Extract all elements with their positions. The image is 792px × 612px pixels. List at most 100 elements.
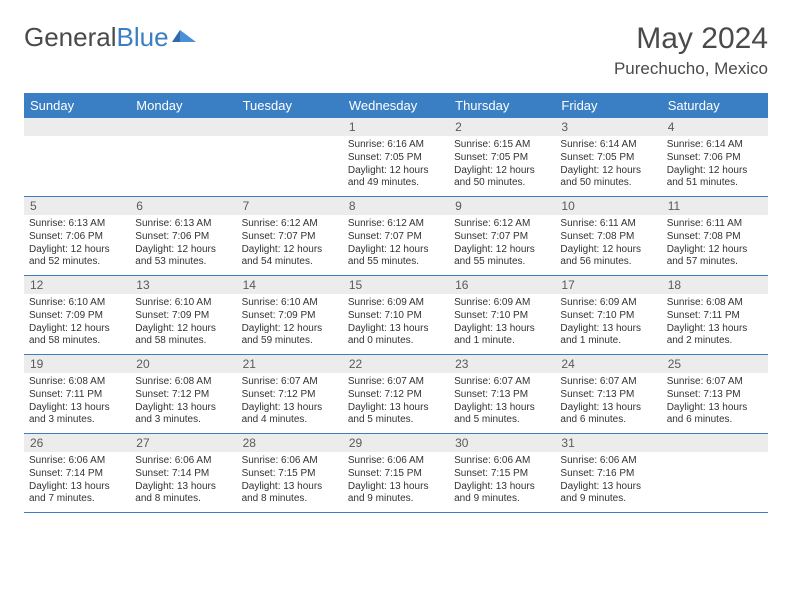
daylight-text-1: Daylight: 12 hours	[560, 165, 656, 178]
sunrise-text: Sunrise: 6:13 AM	[29, 218, 125, 231]
daylight-text-1: Daylight: 12 hours	[667, 244, 763, 257]
daylight-text-1: Daylight: 12 hours	[242, 244, 338, 257]
sunrise-text: Sunrise: 6:09 AM	[348, 297, 444, 310]
sunrise-text: Sunrise: 6:10 AM	[135, 297, 231, 310]
sunset-text: Sunset: 7:16 PM	[560, 468, 656, 481]
day-number: 8	[343, 197, 449, 215]
day-number: 10	[555, 197, 661, 215]
calendar-cell: 13Sunrise: 6:10 AMSunset: 7:09 PMDayligh…	[130, 276, 236, 354]
day-number: 16	[449, 276, 555, 294]
daylight-text-1: Daylight: 12 hours	[242, 323, 338, 336]
day-number: 18	[662, 276, 768, 294]
daylight-text-2: and 49 minutes.	[348, 177, 444, 190]
sunset-text: Sunset: 7:14 PM	[29, 468, 125, 481]
day-details: Sunrise: 6:08 AMSunset: 7:12 PMDaylight:…	[130, 373, 236, 431]
brand-text-2: Blue	[117, 22, 169, 53]
daylight-text-2: and 56 minutes.	[560, 256, 656, 269]
sunset-text: Sunset: 7:09 PM	[135, 310, 231, 323]
daylight-text-2: and 9 minutes.	[454, 493, 550, 506]
day-number: 12	[24, 276, 130, 294]
calendar-row: 5Sunrise: 6:13 AMSunset: 7:06 PMDaylight…	[24, 197, 768, 276]
day-number: 7	[237, 197, 343, 215]
sunset-text: Sunset: 7:10 PM	[454, 310, 550, 323]
daylight-text-2: and 54 minutes.	[242, 256, 338, 269]
calendar-cell: 22Sunrise: 6:07 AMSunset: 7:12 PMDayligh…	[343, 355, 449, 433]
calendar-cell: 23Sunrise: 6:07 AMSunset: 7:13 PMDayligh…	[449, 355, 555, 433]
sunrise-text: Sunrise: 6:15 AM	[454, 139, 550, 152]
day-details: Sunrise: 6:06 AMSunset: 7:16 PMDaylight:…	[555, 452, 661, 510]
daylight-text-2: and 5 minutes.	[348, 414, 444, 427]
day-number: 15	[343, 276, 449, 294]
sunset-text: Sunset: 7:09 PM	[242, 310, 338, 323]
calendar-cell: 6Sunrise: 6:13 AMSunset: 7:06 PMDaylight…	[130, 197, 236, 275]
day-number: 9	[449, 197, 555, 215]
day-number: 6	[130, 197, 236, 215]
day-details: Sunrise: 6:11 AMSunset: 7:08 PMDaylight:…	[555, 215, 661, 273]
sunset-text: Sunset: 7:13 PM	[560, 389, 656, 402]
calendar-cell	[662, 434, 768, 512]
day-details: Sunrise: 6:09 AMSunset: 7:10 PMDaylight:…	[343, 294, 449, 352]
sunrise-text: Sunrise: 6:16 AM	[348, 139, 444, 152]
sunset-text: Sunset: 7:08 PM	[560, 231, 656, 244]
calendar-cell: 15Sunrise: 6:09 AMSunset: 7:10 PMDayligh…	[343, 276, 449, 354]
sunset-text: Sunset: 7:05 PM	[348, 152, 444, 165]
daylight-text-1: Daylight: 13 hours	[560, 402, 656, 415]
sunset-text: Sunset: 7:12 PM	[135, 389, 231, 402]
sunrise-text: Sunrise: 6:11 AM	[560, 218, 656, 231]
weekday-header: SundayMondayTuesdayWednesdayThursdayFrid…	[24, 93, 768, 118]
calendar-cell: 10Sunrise: 6:11 AMSunset: 7:08 PMDayligh…	[555, 197, 661, 275]
daylight-text-1: Daylight: 13 hours	[242, 402, 338, 415]
daylight-text-2: and 55 minutes.	[454, 256, 550, 269]
sunrise-text: Sunrise: 6:11 AM	[667, 218, 763, 231]
daylight-text-1: Daylight: 13 hours	[454, 481, 550, 494]
day-number: 22	[343, 355, 449, 373]
logo-mark-icon	[172, 20, 198, 51]
daylight-text-1: Daylight: 12 hours	[348, 244, 444, 257]
daylight-text-1: Daylight: 13 hours	[667, 323, 763, 336]
day-number: 21	[237, 355, 343, 373]
daylight-text-1: Daylight: 13 hours	[29, 481, 125, 494]
daylight-text-1: Daylight: 13 hours	[454, 402, 550, 415]
daylight-text-2: and 55 minutes.	[348, 256, 444, 269]
day-details: Sunrise: 6:10 AMSunset: 7:09 PMDaylight:…	[24, 294, 130, 352]
day-details: Sunrise: 6:07 AMSunset: 7:13 PMDaylight:…	[662, 373, 768, 431]
daylight-text-2: and 57 minutes.	[667, 256, 763, 269]
sunrise-text: Sunrise: 6:09 AM	[560, 297, 656, 310]
sunset-text: Sunset: 7:11 PM	[29, 389, 125, 402]
day-number: 3	[555, 118, 661, 136]
day-details: Sunrise: 6:12 AMSunset: 7:07 PMDaylight:…	[449, 215, 555, 273]
sunrise-text: Sunrise: 6:07 AM	[348, 376, 444, 389]
daylight-text-1: Daylight: 13 hours	[667, 402, 763, 415]
weekday-label: Wednesday	[343, 93, 449, 118]
daylight-text-1: Daylight: 13 hours	[135, 481, 231, 494]
calendar-cell: 29Sunrise: 6:06 AMSunset: 7:15 PMDayligh…	[343, 434, 449, 512]
day-details: Sunrise: 6:09 AMSunset: 7:10 PMDaylight:…	[449, 294, 555, 352]
sunset-text: Sunset: 7:05 PM	[454, 152, 550, 165]
day-number: 31	[555, 434, 661, 452]
sunrise-text: Sunrise: 6:12 AM	[242, 218, 338, 231]
sunset-text: Sunset: 7:13 PM	[454, 389, 550, 402]
calendar-cell: 25Sunrise: 6:07 AMSunset: 7:13 PMDayligh…	[662, 355, 768, 433]
calendar-cell: 11Sunrise: 6:11 AMSunset: 7:08 PMDayligh…	[662, 197, 768, 275]
day-details: Sunrise: 6:14 AMSunset: 7:06 PMDaylight:…	[662, 136, 768, 194]
daylight-text-2: and 2 minutes.	[667, 335, 763, 348]
calendar-cell	[24, 118, 130, 196]
day-number-empty	[237, 118, 343, 136]
daylight-text-1: Daylight: 13 hours	[242, 481, 338, 494]
sunrise-text: Sunrise: 6:12 AM	[454, 218, 550, 231]
calendar-row: 1Sunrise: 6:16 AMSunset: 7:05 PMDaylight…	[24, 118, 768, 197]
calendar-cell: 24Sunrise: 6:07 AMSunset: 7:13 PMDayligh…	[555, 355, 661, 433]
calendar-row: 26Sunrise: 6:06 AMSunset: 7:14 PMDayligh…	[24, 434, 768, 513]
day-number: 26	[24, 434, 130, 452]
day-details: Sunrise: 6:11 AMSunset: 7:08 PMDaylight:…	[662, 215, 768, 273]
daylight-text-2: and 6 minutes.	[560, 414, 656, 427]
daylight-text-1: Daylight: 12 hours	[348, 165, 444, 178]
calendar-cell: 8Sunrise: 6:12 AMSunset: 7:07 PMDaylight…	[343, 197, 449, 275]
daylight-text-1: Daylight: 13 hours	[348, 323, 444, 336]
sunrise-text: Sunrise: 6:10 AM	[29, 297, 125, 310]
sunrise-text: Sunrise: 6:14 AM	[667, 139, 763, 152]
day-number: 4	[662, 118, 768, 136]
sunset-text: Sunset: 7:07 PM	[242, 231, 338, 244]
daylight-text-1: Daylight: 12 hours	[667, 165, 763, 178]
daylight-text-2: and 8 minutes.	[135, 493, 231, 506]
